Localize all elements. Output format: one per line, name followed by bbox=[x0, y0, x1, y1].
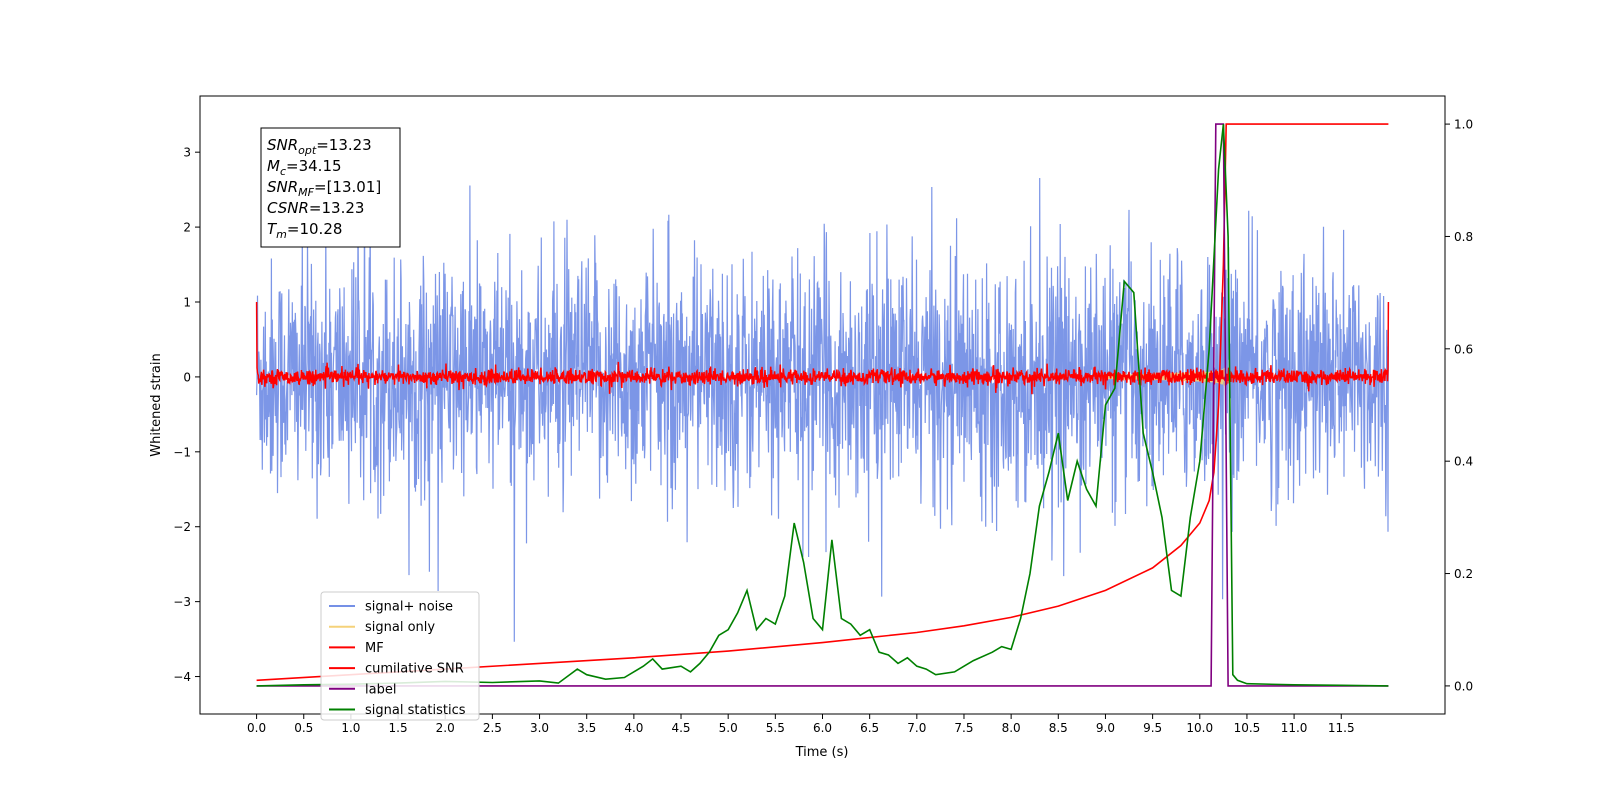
x-tick-label: 4.0 bbox=[624, 721, 643, 735]
y-left-tick-label: 1 bbox=[183, 296, 191, 310]
legend-label: label bbox=[365, 682, 396, 697]
y-left-tick-label: −2 bbox=[173, 520, 191, 534]
annotation-line: SNRopt=13.23 bbox=[267, 136, 372, 157]
legend-label: signal+ noise bbox=[365, 600, 453, 615]
annotation-frame bbox=[260, 127, 401, 248]
legend-label: MF bbox=[365, 641, 384, 656]
y-right-tick-label: 0.8 bbox=[1454, 230, 1473, 244]
x-tick-label: 2.0 bbox=[436, 721, 455, 735]
x-tick-label: 3.0 bbox=[530, 721, 549, 735]
x-tick-label: 8.0 bbox=[1002, 721, 1021, 735]
x-tick-label: 1.5 bbox=[389, 721, 408, 735]
x-tick-label: 7.5 bbox=[954, 721, 973, 735]
y-right-tick-label: 0.6 bbox=[1454, 342, 1473, 356]
x-tick-label: 3.5 bbox=[577, 721, 596, 735]
series-label-line bbox=[256, 123, 1389, 687]
x-tick-label: 0.5 bbox=[294, 721, 313, 735]
y-left-tick-label: −1 bbox=[173, 445, 191, 459]
legend-label: signal statistics bbox=[365, 703, 466, 718]
y-right-tick-label: 0.0 bbox=[1454, 679, 1473, 693]
y-axis-right: 1.0 0.8 0.6 0.4 0.2 0.0 bbox=[1445, 118, 1473, 693]
x-tick-label: 10.0 bbox=[1186, 721, 1213, 735]
y-left-tick-label: 0 bbox=[183, 370, 191, 384]
y-left-tick-label: −4 bbox=[173, 670, 191, 684]
y-right-tick-label: 0.2 bbox=[1454, 567, 1473, 581]
y-right-tick-label: 0.4 bbox=[1454, 455, 1473, 469]
x-axis-label: Time (s) bbox=[795, 745, 849, 760]
x-tick-label: 10.5 bbox=[1234, 721, 1261, 735]
x-tick-label: 5.5 bbox=[766, 721, 785, 735]
legend: signal+ noise signal only MF cumilative SNR… bbox=[320, 591, 480, 721]
x-tick-label: 11.5 bbox=[1328, 721, 1355, 735]
series-signal-statistics-line bbox=[256, 124, 1389, 687]
x-axis: 0.0 0.5 1.0 1.5 2.0 2.5 3.0 3.5 4.0 4.5 5.0 5.5 6.0 6… bbox=[247, 714, 1355, 735]
x-tick-label: 4.5 bbox=[671, 721, 690, 735]
annotation-line: Mc=34.15 bbox=[267, 157, 342, 178]
x-tick-label: 11.0 bbox=[1281, 721, 1308, 735]
annotation-line: SNRMF=[13.01] bbox=[267, 178, 381, 199]
y-left-tick-label: −3 bbox=[173, 595, 191, 609]
y-left-tick-label: 3 bbox=[183, 146, 191, 160]
x-tick-label: 7.0 bbox=[907, 721, 926, 735]
x-tick-label: 6.0 bbox=[813, 721, 832, 735]
y-axis-left: 3 2 1 0 −1 −2 −3 −4 bbox=[173, 146, 200, 684]
x-tick-label: 0.0 bbox=[247, 721, 266, 735]
legend-label: cumilative SNR bbox=[365, 662, 464, 677]
series-cumilative-snr-line bbox=[256, 123, 1389, 682]
series-mf-line bbox=[255, 301, 1390, 395]
x-tick-label: 6.5 bbox=[860, 721, 879, 735]
x-tick-label: 9.0 bbox=[1096, 721, 1115, 735]
x-tick-label: 8.5 bbox=[1049, 721, 1068, 735]
annotation-line: CSNR=13.23 bbox=[267, 199, 364, 217]
legend-label: signal only bbox=[365, 620, 435, 635]
y-axis-label: Whitened strain bbox=[149, 353, 164, 456]
legend-frame bbox=[320, 591, 480, 721]
y-left-tick-label: 2 bbox=[183, 221, 191, 235]
x-tick-label: 1.0 bbox=[341, 721, 360, 735]
series-signal-noise-line bbox=[256, 154, 1390, 642]
annotation-line: Tm=10.28 bbox=[267, 220, 342, 241]
x-tick-label: 2.5 bbox=[483, 721, 502, 735]
x-tick-label: 5.0 bbox=[719, 721, 738, 735]
y-right-tick-label: 1.0 bbox=[1454, 118, 1473, 132]
series-layer bbox=[255, 123, 1390, 687]
x-tick-label: 9.5 bbox=[1143, 721, 1162, 735]
annotation-box: SNRopt=13.23Mc=34.15SNRMF=[13.01]CSNR=13… bbox=[260, 127, 401, 248]
